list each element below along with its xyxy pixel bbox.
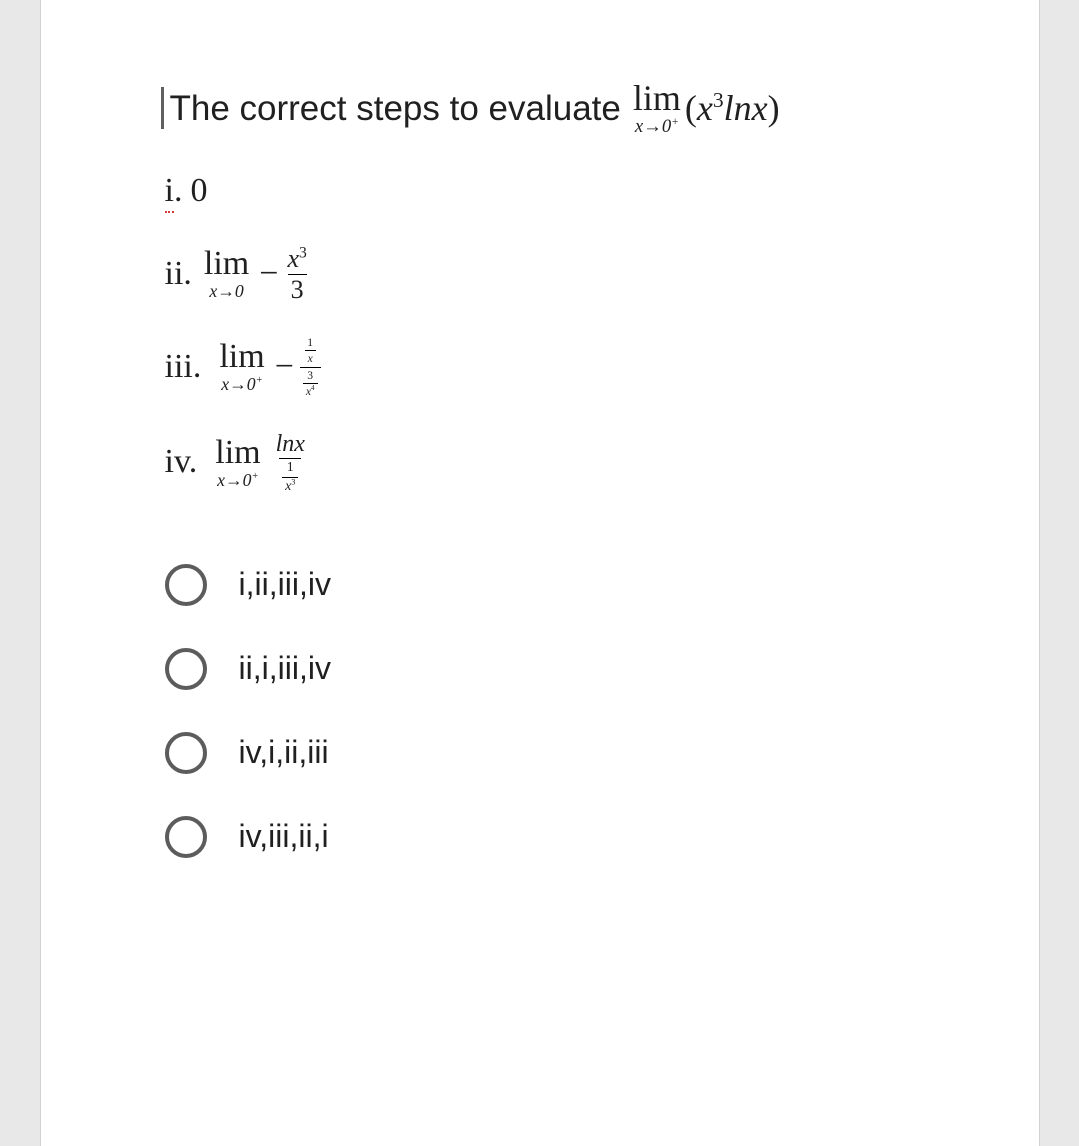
step-iv: iv. lim x→0+ lnx 1 x3 — [165, 432, 979, 494]
step-iv-den-frac: 1 x3 — [282, 461, 298, 494]
option-b[interactable]: ii,i,iii,iv — [165, 648, 979, 690]
option-a[interactable]: i,ii,iii,iv — [165, 564, 979, 606]
cursor-bar-icon — [161, 87, 164, 129]
limit-argument: (x3lnx) — [685, 85, 780, 132]
step-i-label: i. — [165, 171, 183, 212]
option-c-text: iv,i,ii,iii — [239, 734, 329, 771]
step-iii-den-frac: 3 x4 — [303, 370, 318, 398]
step-iv-fraction: lnx 1 x3 — [273, 432, 308, 494]
step-ii-label: ii. — [165, 254, 192, 295]
step-ii: ii. lim x→0 − x3 3 — [165, 246, 979, 303]
limit-expression: lim x→0+ — [633, 80, 681, 137]
step-ii-fraction: x3 3 — [284, 246, 309, 303]
step-iii-fraction: 1 x 3 x4 — [300, 337, 321, 398]
options-list: i,ii,iii,iv ii,i,iii,iv iv,i,ii,iii iv,i… — [161, 564, 979, 858]
question-text: The correct steps to evaluate lim x→0+ (… — [161, 80, 979, 137]
lim-word: lim — [633, 80, 681, 116]
option-d-text: iv,iii,ii,i — [239, 818, 329, 855]
step-iv-label: iv. — [165, 442, 198, 483]
step-i: i. 0 — [165, 171, 979, 212]
step-iii-lim: lim x→0+ — [219, 340, 264, 394]
radio-icon — [165, 564, 207, 606]
step-ii-lim: lim x→0 — [204, 247, 249, 301]
step-iv-lim: lim x→0+ — [215, 436, 260, 490]
option-b-text: ii,i,iii,iv — [239, 650, 331, 687]
step-iii: iii. lim x→0+ − 1 x 3 x4 — [165, 337, 979, 398]
option-d[interactable]: iv,iii,ii,i — [165, 816, 979, 858]
option-a-text: i,ii,iii,iv — [239, 566, 331, 603]
step-iii-num-frac: 1 x — [304, 337, 316, 365]
minus-sign: − — [275, 347, 294, 388]
radio-icon — [165, 732, 207, 774]
option-c[interactable]: iv,i,ii,iii — [165, 732, 979, 774]
step-i-value: 0 — [190, 171, 207, 212]
minus-sign: − — [259, 254, 278, 295]
question-prefix: The correct steps to evaluate — [170, 86, 621, 132]
radio-icon — [165, 816, 207, 858]
radio-icon — [165, 648, 207, 690]
question-card: The correct steps to evaluate lim x→0+ (… — [40, 0, 1040, 1146]
lim-subscript: x→0+ — [635, 118, 679, 137]
step-iii-label: iii. — [165, 347, 202, 388]
